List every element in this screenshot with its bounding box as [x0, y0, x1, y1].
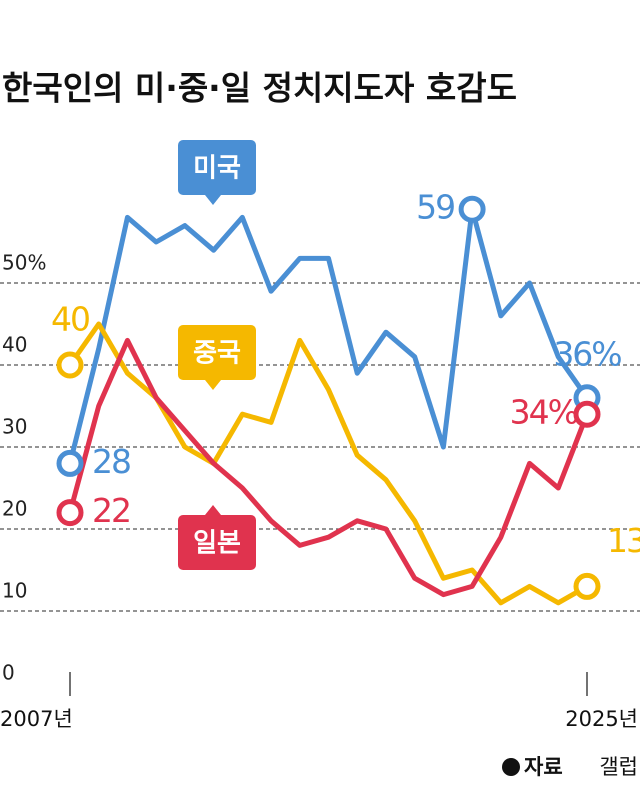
y-tick-label: 20 [2, 497, 27, 521]
series-line [67, 206, 590, 465]
y-tick-label: 0 [2, 661, 15, 685]
data-label: 59 [416, 188, 454, 227]
legend-box [178, 140, 256, 195]
legend-pointer [205, 505, 221, 515]
y-tick-label: 30 [2, 415, 27, 439]
source-bullet [502, 758, 520, 776]
data-label: 34% [510, 393, 578, 432]
y-tick-label: 40 [2, 333, 27, 357]
y-tick-label: 10 [2, 579, 27, 603]
legend-pointer [205, 195, 221, 205]
point-marker [458, 195, 486, 223]
legend-label: 일본 [193, 529, 241, 559]
y-tick-label: 50% [2, 251, 46, 275]
chart-title: 한국인의 미·중·일 정치지도자 호감도 [2, 69, 517, 108]
x-tick-label: 2025년 [565, 707, 638, 731]
point-marker [56, 499, 84, 527]
point-marker [56, 449, 84, 477]
legend-label: 중국 [193, 339, 241, 369]
data-label: 36% [553, 334, 621, 373]
series-line [67, 321, 589, 606]
source: 갤럽 [599, 755, 638, 779]
legend-pointer [205, 380, 221, 390]
x-tick-label: 2007년 [0, 707, 73, 731]
point-marker [573, 572, 601, 600]
point-marker [56, 351, 84, 379]
data-label: 13% [607, 521, 640, 560]
data-label: 40 [51, 300, 89, 339]
data-label: 22 [92, 491, 130, 530]
point-marker [573, 400, 601, 428]
source-label: 자료 [524, 755, 563, 779]
series-line [67, 337, 590, 598]
legend-label: 미국 [193, 154, 241, 184]
legend-box [178, 325, 256, 380]
legend-box [178, 515, 256, 570]
data-label: 28 [92, 442, 130, 481]
